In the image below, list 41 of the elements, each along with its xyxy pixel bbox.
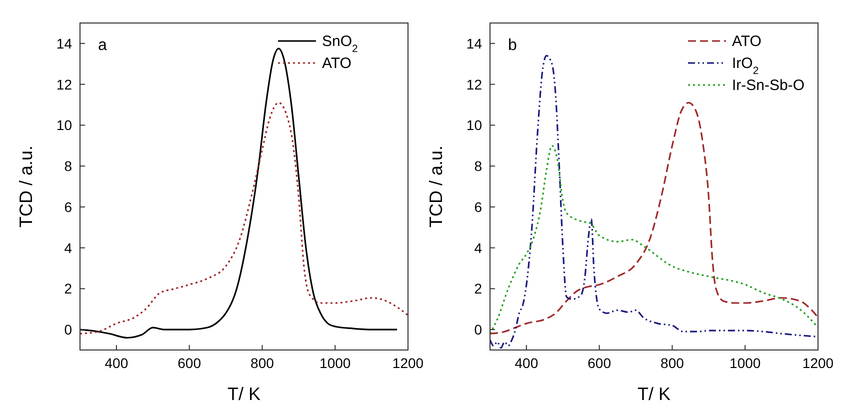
y-tick-label: 0 (64, 322, 72, 338)
x-tick-label: 600 (178, 355, 202, 371)
y-tick-label: 10 (56, 117, 72, 134)
y-tick-label: 12 (56, 76, 72, 92)
x-tick-label: 400 (514, 355, 538, 371)
line-series (490, 144, 818, 334)
legend-label: SnO$_{2}$ (322, 33, 358, 55)
y-tick-label: 0 (474, 322, 482, 338)
x-tick-label: 800 (250, 355, 274, 371)
y-axis-title: TCD / a.u. (16, 145, 36, 228)
y-tick-label: 6 (64, 198, 72, 215)
y-tick-label: 6 (474, 198, 482, 215)
x-tick-label: 1200 (802, 355, 834, 371)
x-tick-label: 1000 (320, 355, 351, 371)
annotation: a (98, 37, 107, 54)
y-tick-label: 10 (466, 117, 482, 134)
x-tick-label: 400 (104, 355, 128, 371)
legend-label: ATO (732, 33, 762, 50)
y-tick-label: 4 (474, 240, 482, 256)
y-tick-label: 8 (474, 158, 482, 174)
x-axis-title: T/ K (227, 384, 261, 404)
legend-label: Ir-Sn-Sb-O (732, 77, 805, 94)
y-tick-label: 14 (56, 35, 72, 52)
annotation: b (508, 37, 517, 54)
y-tick-label: 14 (466, 35, 482, 52)
legend-label: ATO (322, 55, 352, 72)
y-axis-title: TCD / a.u. (426, 145, 446, 228)
x-tick-label: 1200 (392, 355, 424, 371)
line-series (490, 102, 818, 334)
x-tick-label: 1000 (730, 355, 761, 371)
line-series (80, 102, 408, 334)
y-tick-label: 4 (64, 240, 72, 256)
x-axis-title: T/ K (637, 384, 671, 404)
y-tick-label: 12 (466, 76, 482, 92)
line-series (490, 54, 818, 349)
y-tick-label: 2 (64, 280, 72, 297)
legend-label: IrO$_{2}$ (732, 55, 759, 77)
x-tick-label: 800 (660, 355, 684, 371)
y-tick-label: 2 (474, 280, 482, 297)
y-tick-label: 8 (64, 158, 72, 174)
x-tick-label: 600 (588, 355, 612, 371)
